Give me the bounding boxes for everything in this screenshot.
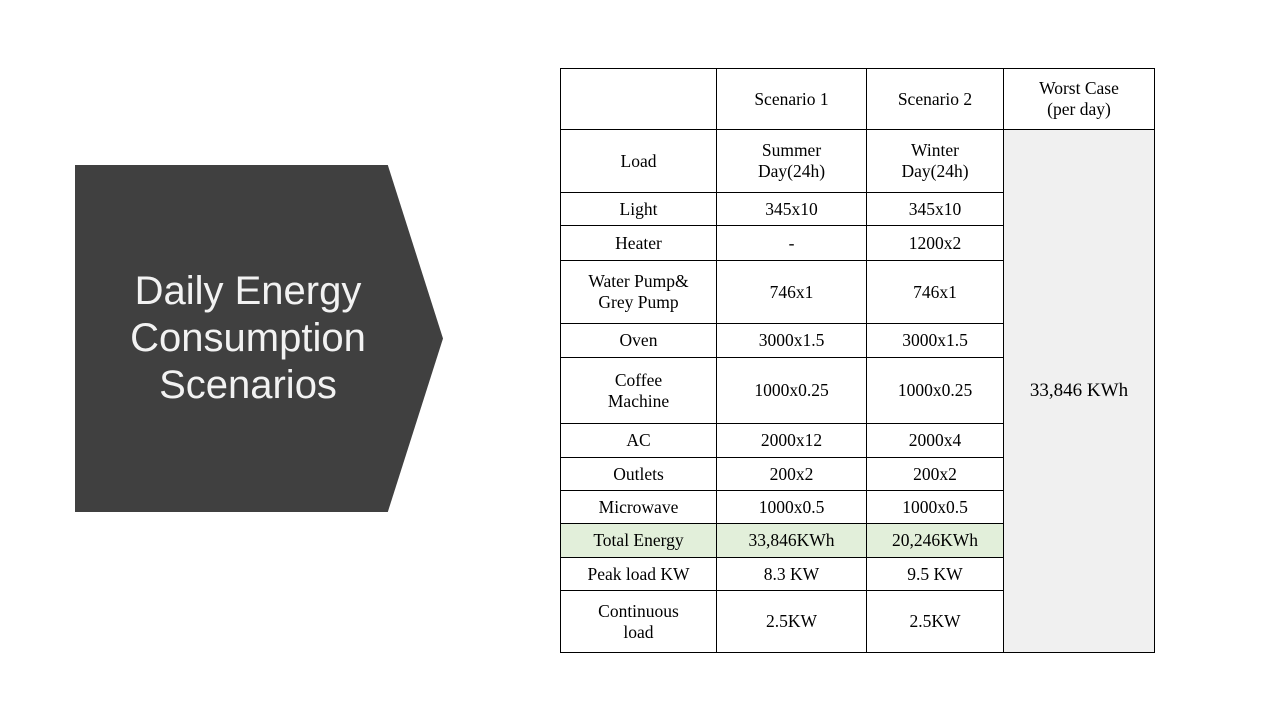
scenario2-value: 1000x0.25 (866, 357, 1004, 424)
scenario1-value: 8.3 KW (716, 557, 867, 591)
scenario2-value: 1200x2 (866, 225, 1004, 261)
row-label: Outlets (560, 457, 717, 491)
scenario1-value: 1000x0.5 (716, 490, 867, 524)
scenario1-value: 2.5KW (716, 590, 867, 653)
table-row-continuous-load: Continuous load 2.5KW 2.5KW (560, 590, 1155, 653)
row-label: Microwave (560, 490, 717, 524)
scenario2-value: 3000x1.5 (866, 323, 1004, 358)
scenario2-value: 2000x4 (866, 423, 1004, 458)
scenario1-value: 3000x1.5 (716, 323, 867, 358)
row-label: AC (560, 423, 717, 458)
scenario2-value: 20,246KWh (866, 523, 1004, 558)
table-row-heater: Heater - 1200x2 (560, 225, 1155, 261)
row-label: Heater (560, 225, 717, 261)
row-label: Water Pump& Grey Pump (560, 260, 717, 324)
table-row-water-pump: Water Pump& Grey Pump 746x1 746x1 (560, 260, 1155, 324)
table-row-oven: Oven 3000x1.5 3000x1.5 (560, 323, 1155, 358)
row-label: Oven (560, 323, 717, 358)
scenario2-value: 1000x0.5 (866, 490, 1004, 524)
scenario1-value: 345x10 (716, 192, 867, 226)
scenario2-value: 200x2 (866, 457, 1004, 491)
scenario1-value: 33,846KWh (716, 523, 867, 558)
scenario2-value: 9.5 KW (866, 557, 1004, 591)
table-row-outlets: Outlets 200x2 200x2 (560, 457, 1155, 491)
worst-case-merged-cell: 33,846 KWh (1003, 129, 1155, 653)
table-row-load: Load Summer Day(24h) Winter Day(24h) 33,… (560, 129, 1155, 653)
scenario1-value: 200x2 (716, 457, 867, 491)
header-scenario-2: Scenario 2 (866, 68, 1004, 130)
scenario2-value: Winter Day(24h) (866, 129, 1004, 193)
scenario1-value: 1000x0.25 (716, 357, 867, 424)
scenario1-value: 2000x12 (716, 423, 867, 458)
table-row-total-energy: Total Energy 33,846KWh 20,246KWh (560, 523, 1155, 558)
scenario1-value: - (716, 225, 867, 261)
scenario2-value: 2.5KW (866, 590, 1004, 653)
scenario1-value: 746x1 (716, 260, 867, 324)
row-label: Light (560, 192, 717, 226)
scenario1-value: Summer Day(24h) (716, 129, 867, 193)
header-blank-cell (560, 68, 717, 130)
row-label: Total Energy (560, 523, 717, 558)
row-label: Load (560, 129, 717, 193)
row-label: Continuous load (560, 590, 717, 653)
row-label: Coffee Machine (560, 357, 717, 424)
header-scenario-1: Scenario 1 (716, 68, 867, 130)
table-row-ac: AC 2000x12 2000x4 (560, 423, 1155, 458)
table-row-peak-load: Peak load KW 8.3 KW 9.5 KW (560, 557, 1155, 591)
table-row-light: Light 345x10 345x10 (560, 192, 1155, 226)
scenario2-value: 746x1 (866, 260, 1004, 324)
header-worst-case: Worst Case (per day) (1003, 68, 1155, 130)
title-banner-pentagon-shape: Daily Energy Consumption Scenarios (75, 165, 443, 512)
row-label: Peak load KW (560, 557, 717, 591)
energy-consumption-table: Scenario 1 Scenario 2 Worst Case (per da… (560, 68, 1155, 653)
slide-title: Daily Energy Consumption Scenarios (130, 269, 366, 407)
scenario2-value: 345x10 (866, 192, 1004, 226)
table-row-microwave: Microwave 1000x0.5 1000x0.5 (560, 490, 1155, 524)
table-header-row: Scenario 1 Scenario 2 Worst Case (per da… (560, 68, 1155, 130)
table-row-coffee-machine: Coffee Machine 1000x0.25 1000x0.25 (560, 357, 1155, 424)
